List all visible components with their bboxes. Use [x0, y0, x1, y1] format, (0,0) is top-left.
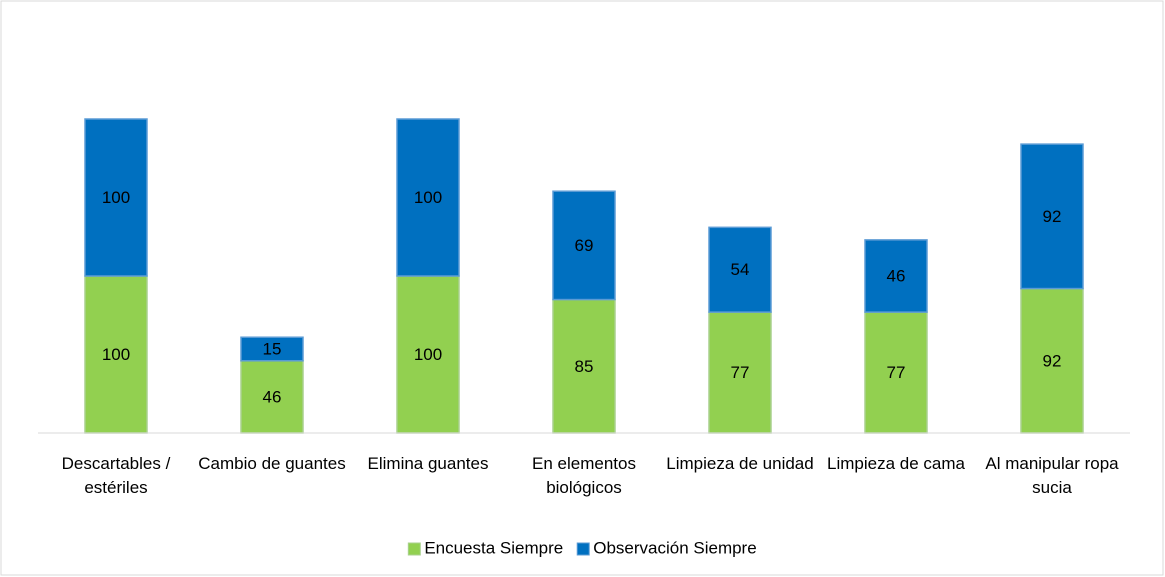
x-tick-label: Descartables / estériles — [61, 454, 171, 497]
bar-segment — [84, 118, 148, 277]
x-tick-label: Limpieza de cama — [827, 454, 965, 473]
bar-segment — [240, 336, 304, 362]
data-label: 15 — [263, 339, 282, 358]
legend-label: Observación Siempre — [593, 538, 756, 557]
x-tick-label: Elimina guantes — [367, 454, 489, 473]
data-label: 100 — [414, 345, 442, 364]
data-label: 92 — [1043, 351, 1062, 370]
bar-segment — [396, 275, 460, 434]
bar-segment — [552, 190, 616, 301]
x-tick-label: Limpieza de unidad — [666, 454, 814, 473]
bar-segment — [552, 298, 616, 434]
x-tick-label: En elementos biológicos — [532, 454, 636, 497]
bar-segment — [1020, 143, 1084, 290]
data-label: 85 — [575, 357, 594, 376]
legend-swatch — [407, 542, 421, 556]
data-label: 77 — [731, 363, 750, 382]
bar-segment — [708, 226, 772, 313]
x-tick-label: Al manipular ropa sucia — [985, 454, 1119, 497]
data-label: 77 — [887, 363, 906, 382]
data-label: 46 — [887, 266, 906, 285]
x-tick-label: Cambio de guantes — [198, 454, 346, 473]
legend-label: Encuesta Siempre — [424, 538, 563, 557]
data-label: 100 — [102, 345, 130, 364]
bar-segment — [864, 239, 928, 313]
bar-segment — [1020, 287, 1084, 434]
data-label: 69 — [575, 236, 594, 255]
data-label: 92 — [1043, 207, 1062, 226]
bar-segment — [864, 311, 928, 434]
data-label: 46 — [263, 387, 282, 406]
bar-segment — [396, 118, 460, 277]
legend-swatch — [576, 542, 590, 556]
bar-segment — [84, 275, 148, 434]
data-label: 100 — [102, 188, 130, 207]
data-label: 54 — [731, 260, 750, 279]
data-label: 100 — [414, 188, 442, 207]
bar-segment — [708, 311, 772, 434]
